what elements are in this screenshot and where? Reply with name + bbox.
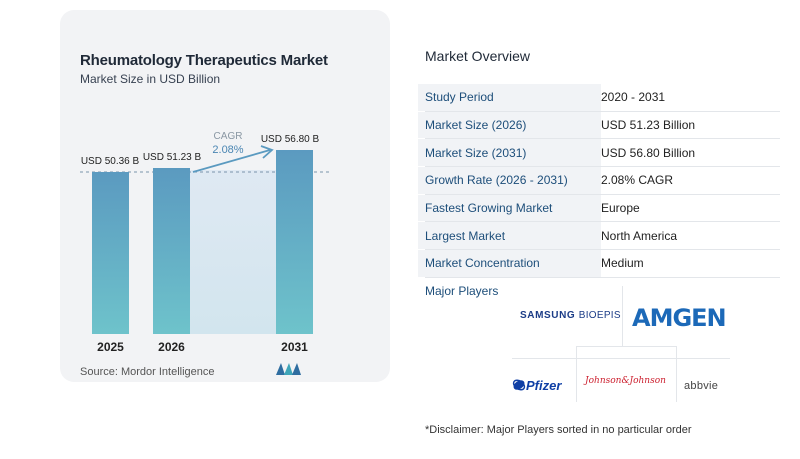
abbvie-logo: abbvie: [684, 380, 719, 392]
samsung-bioepis-logo: SAMSUNG BIOEPIS: [520, 310, 621, 321]
x-tick-2026: 2026: [158, 340, 185, 354]
row-separator: [425, 110, 780, 112]
overview-row-value: 2.08% CAGR: [601, 173, 674, 188]
pfizer-logo: Pfizer: [512, 378, 561, 393]
overview-row-value: 2020 - 2031: [601, 90, 666, 105]
bar-2031: [276, 150, 313, 334]
overview-row: Market Size (2031) USD 56.80 Billion: [418, 139, 780, 168]
overview-row: Market Size (2026) USD 51.23 Billion: [418, 111, 780, 140]
overview-row: Study Period 2020 - 2031: [418, 84, 780, 112]
cagr-arrow: [192, 149, 271, 173]
overview-row-label: Fastest Growing Market: [418, 194, 601, 222]
row-separator: [425, 193, 780, 195]
data-label-2025: USD 50.36 B: [81, 156, 140, 167]
overview-row: Growth Rate (2026 - 2031) 2.08% CAGR: [418, 167, 780, 195]
growth-band: [190, 170, 276, 334]
data-label-2026: USD 51.23 B: [143, 152, 202, 163]
johnson-johnson-logo: Johnson&Johnson: [585, 376, 666, 386]
logo-grid-divider: [512, 358, 730, 359]
data-label-2031: USD 56.80 B: [261, 134, 320, 145]
overview-title: Market Overview: [425, 48, 531, 64]
x-tick-2025: 2025: [97, 340, 124, 354]
logo-grid-divider: [576, 346, 676, 347]
overview-row-label: Market Size (2026): [418, 111, 601, 139]
cagr-label: CAGR: [214, 131, 243, 142]
row-separator: [425, 221, 780, 223]
overview-row-label: Market Size (2031): [418, 139, 601, 167]
chart-subtitle: Market Size in USD Billion: [80, 72, 221, 86]
cagr-arrow-head: [260, 145, 274, 159]
bar-2025: [92, 172, 129, 334]
overview-row-label: Largest Market: [418, 222, 601, 250]
row-separator: [425, 276, 780, 278]
x-tick-2031: 2031: [281, 340, 308, 354]
amgen-logo: AMGEN: [632, 304, 727, 332]
logo-grid-divider: [622, 286, 623, 346]
pfizer-pill-icon: [512, 379, 526, 391]
overview-row: Market Concentration Medium: [418, 250, 780, 278]
logo-grid-divider: [676, 346, 677, 402]
overview-row-value: Europe: [601, 201, 640, 216]
chart-title: Rheumatology Therapeutics Market: [80, 52, 328, 69]
overview-row-value: USD 51.23 Billion: [601, 118, 696, 133]
major-players-title: Major Players: [425, 284, 499, 298]
cagr-value: 2.08%: [212, 144, 243, 156]
mordor-logo-icon: [276, 363, 301, 375]
overview-row-label: Growth Rate (2026 - 2031): [418, 167, 601, 194]
overview-row-value: Medium: [601, 256, 644, 271]
source-note: Source: Mordor Intelligence: [80, 366, 215, 378]
row-separator: [425, 249, 780, 251]
overview-row-label: Market Concentration: [418, 250, 601, 277]
row-separator: [425, 166, 780, 168]
row-separator: [425, 138, 780, 140]
overview-table: Study Period 2020 - 2031 Market Size (2026…: [418, 84, 780, 278]
overview-row-value: North America: [601, 228, 678, 243]
disclaimer: *Disclaimer: Major Players sorted in no …: [425, 424, 692, 436]
overview-row-label: Study Period: [418, 84, 601, 111]
overview-row: Fastest Growing Market Europe: [418, 194, 780, 223]
bar-2026: [153, 168, 190, 334]
overview-row: Largest Market North America: [418, 222, 780, 251]
logo-grid-divider: [576, 346, 577, 402]
overview-row-value: USD 56.80 Billion: [601, 145, 696, 160]
